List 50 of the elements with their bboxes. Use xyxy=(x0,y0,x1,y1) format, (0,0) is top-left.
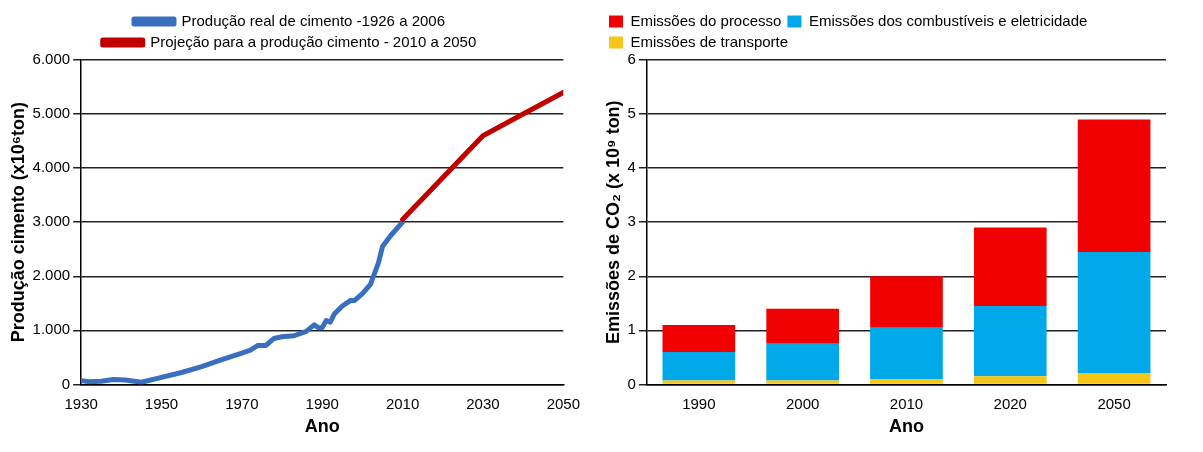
y-axis-title: Produção cimento (x10⁶ton) xyxy=(7,102,28,343)
legend-label: Emissões de transporte xyxy=(630,32,789,50)
y-axis-title: Emissões de CO₂ (x 10⁹ ton) xyxy=(602,100,623,344)
x-tick-label: 1990 xyxy=(305,394,339,412)
bar xyxy=(973,376,1047,384)
y-tick-label: 6.000 xyxy=(32,50,71,68)
bar xyxy=(662,351,736,381)
bar xyxy=(870,276,943,328)
bar xyxy=(1077,373,1151,384)
x-tick-label: 1990 xyxy=(682,394,716,412)
x-tick-label: 2050 xyxy=(546,394,580,412)
x-tick-label: 2020 xyxy=(993,394,1027,412)
bar xyxy=(662,324,736,352)
x-tick-label: 2010 xyxy=(889,394,924,412)
x-axis-title: Ano xyxy=(304,416,340,437)
y-tick-label: 6 xyxy=(627,50,636,68)
x-tick-label: 2050 xyxy=(1097,394,1131,412)
legend-label: Projeção para a produção cimento - 2010 a 2050 xyxy=(150,32,477,50)
y-tick-label: 2 xyxy=(627,266,636,284)
y-tick-label: 4 xyxy=(627,158,636,176)
y-tick-label: 4.000 xyxy=(32,158,71,176)
x-tick-label: 1930 xyxy=(64,394,98,412)
x-tick-label: 1970 xyxy=(225,394,259,412)
y-tick-label: 5.000 xyxy=(32,104,71,122)
y-tick-label: 0 xyxy=(61,374,71,392)
x-tick-label: 1950 xyxy=(144,394,179,412)
y-tick-label: 1 xyxy=(627,320,636,338)
x-tick-label: 2000 xyxy=(785,394,820,412)
bar xyxy=(1077,119,1151,252)
legend-label: Produção real de cimento -1926 a 2006 xyxy=(181,11,446,29)
bar xyxy=(870,327,943,379)
y-tick-label: 1.000 xyxy=(32,320,71,338)
y-tick-label: 2.000 xyxy=(32,266,71,284)
bar xyxy=(973,227,1047,306)
bar xyxy=(766,308,839,344)
x-axis-title: Ano xyxy=(888,416,924,437)
y-tick-label: 5 xyxy=(627,104,636,122)
bar xyxy=(973,306,1047,377)
y-tick-label: 0 xyxy=(627,374,636,392)
bar xyxy=(1077,251,1151,374)
bar xyxy=(766,343,839,381)
bar xyxy=(662,380,736,384)
bar xyxy=(870,378,943,384)
y-tick-label: 3 xyxy=(627,212,636,230)
legend-label: Emissões dos combustíveis e eletricidade xyxy=(808,11,1088,29)
x-tick-label: 2030 xyxy=(466,394,500,412)
y-tick-label: 3.000 xyxy=(32,212,71,230)
bar xyxy=(766,380,839,384)
x-tick-label: 2010 xyxy=(385,394,420,412)
legend-label: Emissões do processo xyxy=(630,11,782,29)
